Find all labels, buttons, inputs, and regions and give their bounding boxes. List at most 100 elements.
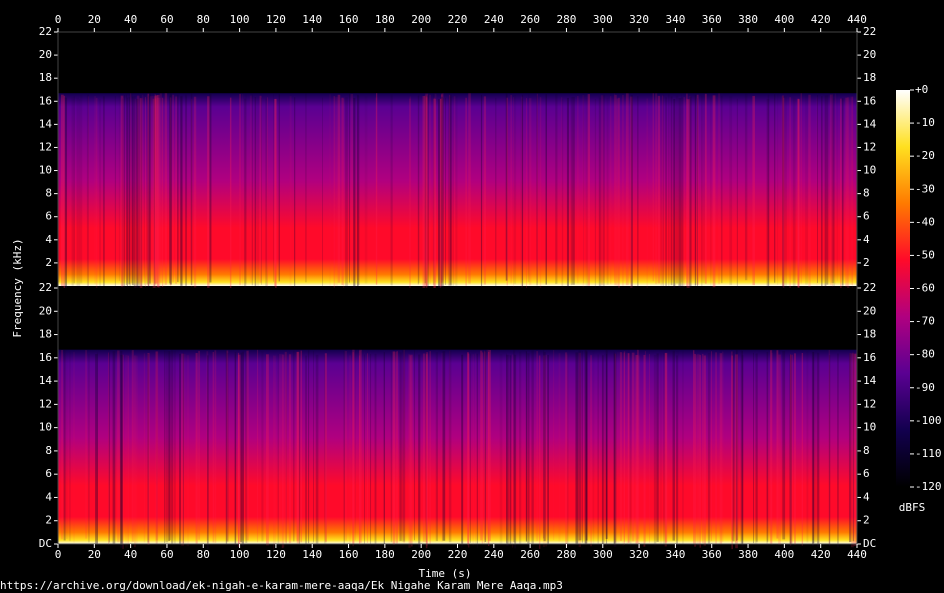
streak: [391, 96, 393, 286]
streak: [254, 97, 257, 287]
streak: [278, 94, 280, 282]
streak: [123, 98, 125, 286]
streak: [315, 354, 319, 545]
y-tick-label: 20: [863, 304, 876, 317]
streak: [195, 353, 198, 544]
streak: [792, 97, 796, 286]
streak: [134, 355, 136, 548]
streak: [370, 354, 372, 547]
streak: [590, 355, 592, 547]
streak: [829, 94, 833, 286]
streak: [614, 94, 617, 286]
streak: [441, 352, 443, 542]
streak: [520, 351, 522, 544]
streak: [274, 99, 277, 287]
streak: [783, 97, 785, 289]
streak: [855, 353, 857, 546]
streak: [409, 98, 411, 289]
streak: [623, 351, 626, 542]
streak: [305, 355, 307, 549]
colorbar-label: dBFS: [899, 501, 926, 514]
streak: [845, 97, 848, 287]
streak: [71, 97, 74, 286]
streak: [88, 96, 89, 287]
x-tick-label: 180: [375, 548, 395, 561]
streak: [281, 354, 284, 549]
streak: [99, 99, 101, 288]
streak: [308, 350, 310, 544]
y-tick-label: 20: [39, 304, 52, 317]
streak: [696, 94, 699, 285]
streak: [606, 97, 609, 285]
streak: [433, 97, 435, 290]
streak: [448, 97, 450, 286]
streak: [120, 95, 124, 287]
streak: [125, 355, 128, 548]
streak: [676, 355, 678, 546]
streak: [695, 354, 697, 546]
y-tick-label: 20: [863, 48, 876, 61]
streak: [852, 96, 853, 289]
streak: [657, 95, 661, 284]
x-tick-label: 440: [847, 548, 867, 561]
streak: [324, 355, 327, 549]
streak: [817, 352, 820, 547]
streak: [273, 355, 276, 545]
x-tick-label: 180: [375, 13, 395, 26]
streak: [207, 355, 209, 549]
streak: [129, 94, 131, 286]
y-tick-label: 2: [863, 256, 870, 269]
streak: [358, 350, 361, 545]
streak: [417, 95, 419, 285]
streak: [506, 97, 508, 286]
streak: [424, 95, 426, 284]
streak: [577, 96, 579, 284]
streak: [767, 94, 770, 288]
streak: [508, 355, 511, 545]
streak: [180, 96, 183, 286]
streak: [472, 354, 475, 546]
streak: [171, 350, 173, 545]
streak: [285, 351, 287, 545]
y-tick-label: DC: [39, 537, 52, 550]
streak: [283, 354, 285, 548]
streak: [450, 96, 452, 290]
streak: [614, 353, 617, 543]
streak: [744, 93, 748, 281]
x-tick-label: 400: [774, 548, 794, 561]
streak: [854, 352, 857, 546]
colorbar-tick-label: -80: [915, 348, 935, 361]
streak: [598, 96, 600, 288]
streak: [519, 351, 521, 545]
x-tick-label: 260: [520, 13, 540, 26]
streak: [449, 94, 451, 285]
streak: [566, 354, 569, 546]
streak: [427, 95, 429, 287]
streak: [144, 94, 146, 286]
streak: [147, 353, 150, 545]
streak: [506, 353, 507, 543]
streak: [364, 96, 368, 284]
streak: [175, 96, 178, 284]
streak: [366, 353, 368, 543]
streak: [754, 353, 758, 544]
x-tick-label: 280: [557, 548, 577, 561]
x-tick-label: 360: [702, 548, 722, 561]
streak: [483, 96, 487, 285]
streak: [777, 94, 779, 285]
streak: [164, 93, 168, 285]
colorbar-tick-label: -50: [915, 248, 935, 261]
streak: [513, 95, 517, 285]
streak: [461, 354, 463, 548]
x-tick-label: 420: [811, 13, 831, 26]
streak: [108, 352, 110, 543]
streak: [442, 351, 446, 541]
streak: [245, 353, 248, 544]
streak: [441, 94, 443, 283]
streak: [173, 350, 176, 545]
streak: [561, 98, 564, 289]
streak: [837, 353, 839, 548]
y-tick-label: 4: [863, 490, 870, 503]
streak: [157, 94, 160, 288]
streak: [631, 352, 635, 542]
